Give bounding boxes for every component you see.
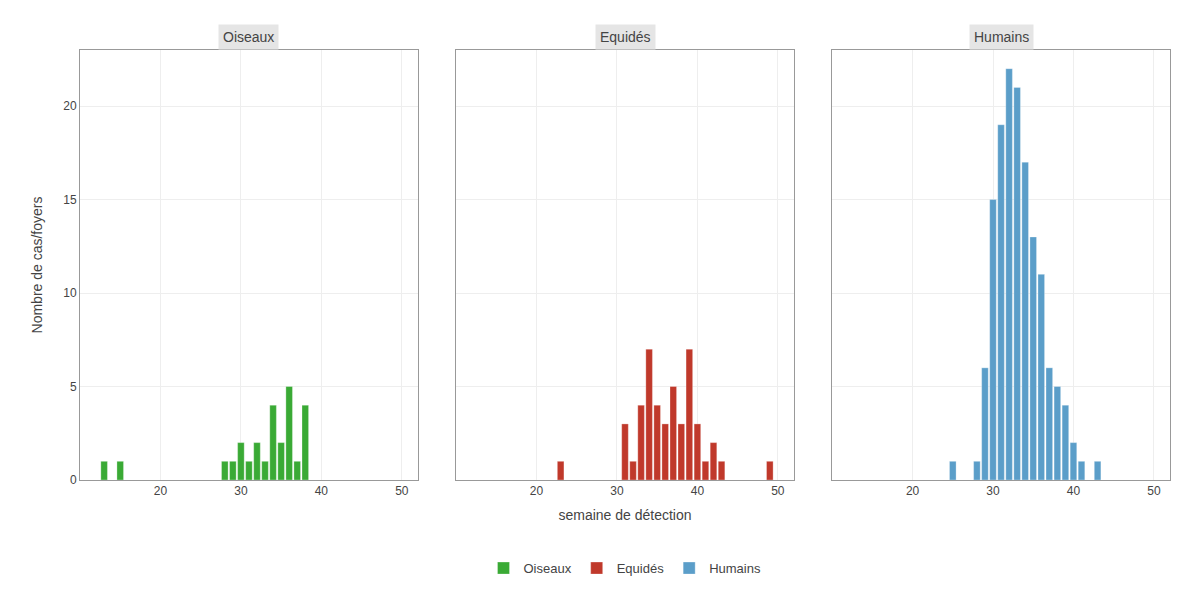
- svg-text:0: 0: [70, 473, 77, 487]
- svg-text:20: 20: [154, 484, 168, 498]
- svg-text:30: 30: [986, 484, 1000, 498]
- svg-text:40: 40: [315, 484, 329, 498]
- svg-text:Oiseaux: Oiseaux: [524, 561, 572, 576]
- svg-text:semaine de détection: semaine de détection: [558, 507, 691, 523]
- svg-text:Humains: Humains: [974, 29, 1029, 45]
- svg-text:Equidés: Equidés: [600, 29, 651, 45]
- svg-text:5: 5: [70, 380, 77, 394]
- svg-text:Oiseaux: Oiseaux: [223, 29, 274, 45]
- svg-text:Equidés: Equidés: [617, 561, 664, 576]
- svg-text:10: 10: [63, 286, 77, 300]
- svg-text:Nombre de cas/foyers: Nombre de cas/foyers: [29, 197, 45, 334]
- svg-text:50: 50: [395, 484, 409, 498]
- svg-text:20: 20: [530, 484, 544, 498]
- svg-text:20: 20: [63, 99, 77, 113]
- svg-text:Humains: Humains: [709, 561, 761, 576]
- svg-text:15: 15: [63, 193, 77, 207]
- svg-text:50: 50: [771, 484, 785, 498]
- svg-text:40: 40: [1067, 484, 1081, 498]
- svg-text:20: 20: [906, 484, 920, 498]
- svg-text:30: 30: [234, 484, 248, 498]
- svg-text:50: 50: [1147, 484, 1161, 498]
- svg-text:30: 30: [610, 484, 624, 498]
- svg-text:40: 40: [691, 484, 705, 498]
